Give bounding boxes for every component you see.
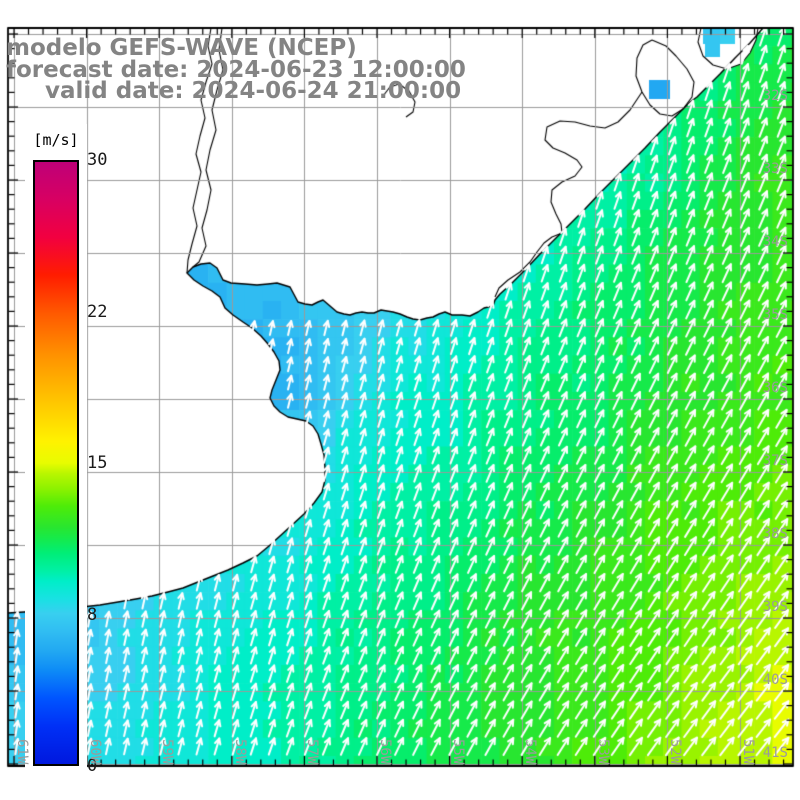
plot-title-block: modelo GEFS-WAVE (NCEP) forecast date: 2… <box>6 35 466 104</box>
lon-label: 55W <box>449 739 466 765</box>
lon-label: 58W <box>231 739 248 765</box>
title-model-line: modelo GEFS-WAVE (NCEP) <box>6 35 357 61</box>
lat-label: 34S <box>762 234 788 250</box>
lon-label: 56W <box>377 739 393 765</box>
lon-label: 60W <box>86 739 103 765</box>
colorbar-gradient <box>33 160 79 766</box>
lat-label: 32S <box>762 88 788 104</box>
lat-label: 37S <box>762 453 788 469</box>
colorbar-tick-label: 22 <box>87 301 108 322</box>
lon-label: 54W <box>522 739 539 765</box>
lat-label: 33S <box>762 161 788 177</box>
lat-label: 40S <box>762 672 788 688</box>
colorbar-tick-label: 15 <box>87 453 108 473</box>
lon-label: 57W <box>304 739 321 765</box>
lon-label: 53W <box>594 739 611 765</box>
lat-label: 38S <box>762 526 788 542</box>
colorbar-tick-label: 30 <box>87 150 108 170</box>
colorbar-unit-label: [m/s] <box>33 131 79 149</box>
title-forecast-date-line: forecast date: 2024-06-23 12:00:00 <box>6 56 466 83</box>
title-valid-date-line: valid date: 2024-06-24 21:00:00 <box>45 78 462 104</box>
lon-label: 52W <box>667 739 684 765</box>
lat-label: 39S <box>762 599 788 615</box>
colorbar-tick-label: 8 <box>87 604 98 625</box>
lon-label: 59W <box>159 739 176 765</box>
lat-label: 41S <box>762 745 788 761</box>
lon-label: 61W <box>14 739 30 765</box>
colorbar-tick-label: 0 <box>87 756 98 776</box>
lat-label: 36S <box>762 380 788 396</box>
lat-label: 35S <box>762 307 788 323</box>
